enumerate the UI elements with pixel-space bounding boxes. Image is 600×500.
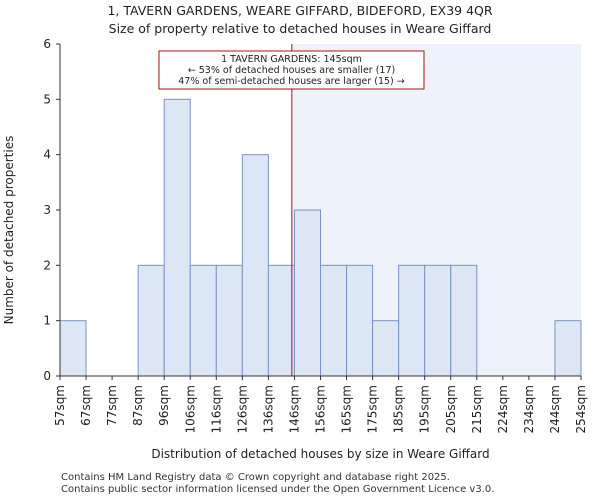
bar-146sqm: [293, 209, 322, 377]
bar-244sqm: [554, 320, 582, 377]
bar-156sqm: [320, 264, 348, 377]
x-tick-label: 57sqm: [53, 385, 67, 426]
footer-copyright: Contains HM Land Registry data © Crown c…: [61, 472, 450, 483]
x-tick-label: 175sqm: [366, 385, 380, 433]
bar-96sqm: [163, 98, 191, 377]
x-tick-label: 244sqm: [548, 385, 562, 433]
x-tick-label: 205sqm: [444, 385, 458, 433]
x-tick-label: 136sqm: [261, 385, 275, 433]
annotation-box: [158, 50, 425, 90]
x-tick-label: 195sqm: [418, 385, 432, 433]
x-tick-label: 254sqm: [574, 385, 588, 433]
x-tick-label: 67sqm: [79, 385, 93, 426]
bar-106sqm: [189, 264, 217, 377]
bar-136sqm: [267, 264, 295, 377]
bar-116sqm: [215, 264, 243, 377]
bar-205sqm: [450, 264, 478, 377]
bar-175sqm: [372, 320, 400, 377]
footer-licence: Contains public sector information licen…: [61, 484, 495, 495]
annotation-line-1: 1 TAVERN GARDENS: 145sqm: [221, 54, 362, 65]
x-tick-label: 234sqm: [522, 385, 536, 433]
x-axis-title: Distribution of detached houses by size …: [151, 447, 489, 461]
y-tick-label: 5: [43, 92, 51, 106]
bar-165sqm: [346, 264, 374, 377]
y-axis-title: Number of detached properties: [2, 136, 16, 325]
x-tick-label: 185sqm: [392, 385, 406, 433]
x-tick-label: 146sqm: [287, 385, 301, 433]
x-tick-label: 224sqm: [496, 385, 510, 433]
annotation-line-3: 47% of semi-detached houses are larger (…: [178, 76, 405, 87]
annotation-line-2: ← 53% of detached houses are smaller (17…: [188, 65, 395, 76]
y-tick-label: 1: [43, 314, 51, 328]
x-tick-label: 96sqm: [157, 385, 171, 426]
x-tick-label: 87sqm: [131, 385, 145, 426]
bar-185sqm: [398, 264, 426, 377]
y-tick-label: 3: [43, 203, 51, 217]
bar-57sqm: [59, 320, 87, 377]
x-tick-label: 215sqm: [470, 385, 484, 433]
x-tick-label: 126sqm: [235, 385, 249, 433]
y-tick-label: 4: [43, 148, 51, 162]
bar-126sqm: [241, 154, 269, 377]
x-tick-label: 156sqm: [314, 385, 328, 433]
bar-195sqm: [424, 264, 452, 377]
y-tick-label: 2: [43, 258, 51, 272]
y-tick-label: 6: [43, 37, 51, 51]
y-tick-label: 0: [43, 369, 51, 383]
x-tick-label: 106sqm: [183, 385, 197, 433]
x-tick-label: 165sqm: [340, 385, 354, 433]
chart-title-address: 1, TAVERN GARDENS, WEARE GIFFARD, BIDEFO…: [107, 3, 493, 18]
bar-87sqm: [137, 264, 165, 377]
x-tick-label: 116sqm: [209, 385, 223, 433]
chart-title: Size of property relative to detached ho…: [108, 21, 492, 36]
x-tick-label: 77sqm: [105, 385, 119, 426]
